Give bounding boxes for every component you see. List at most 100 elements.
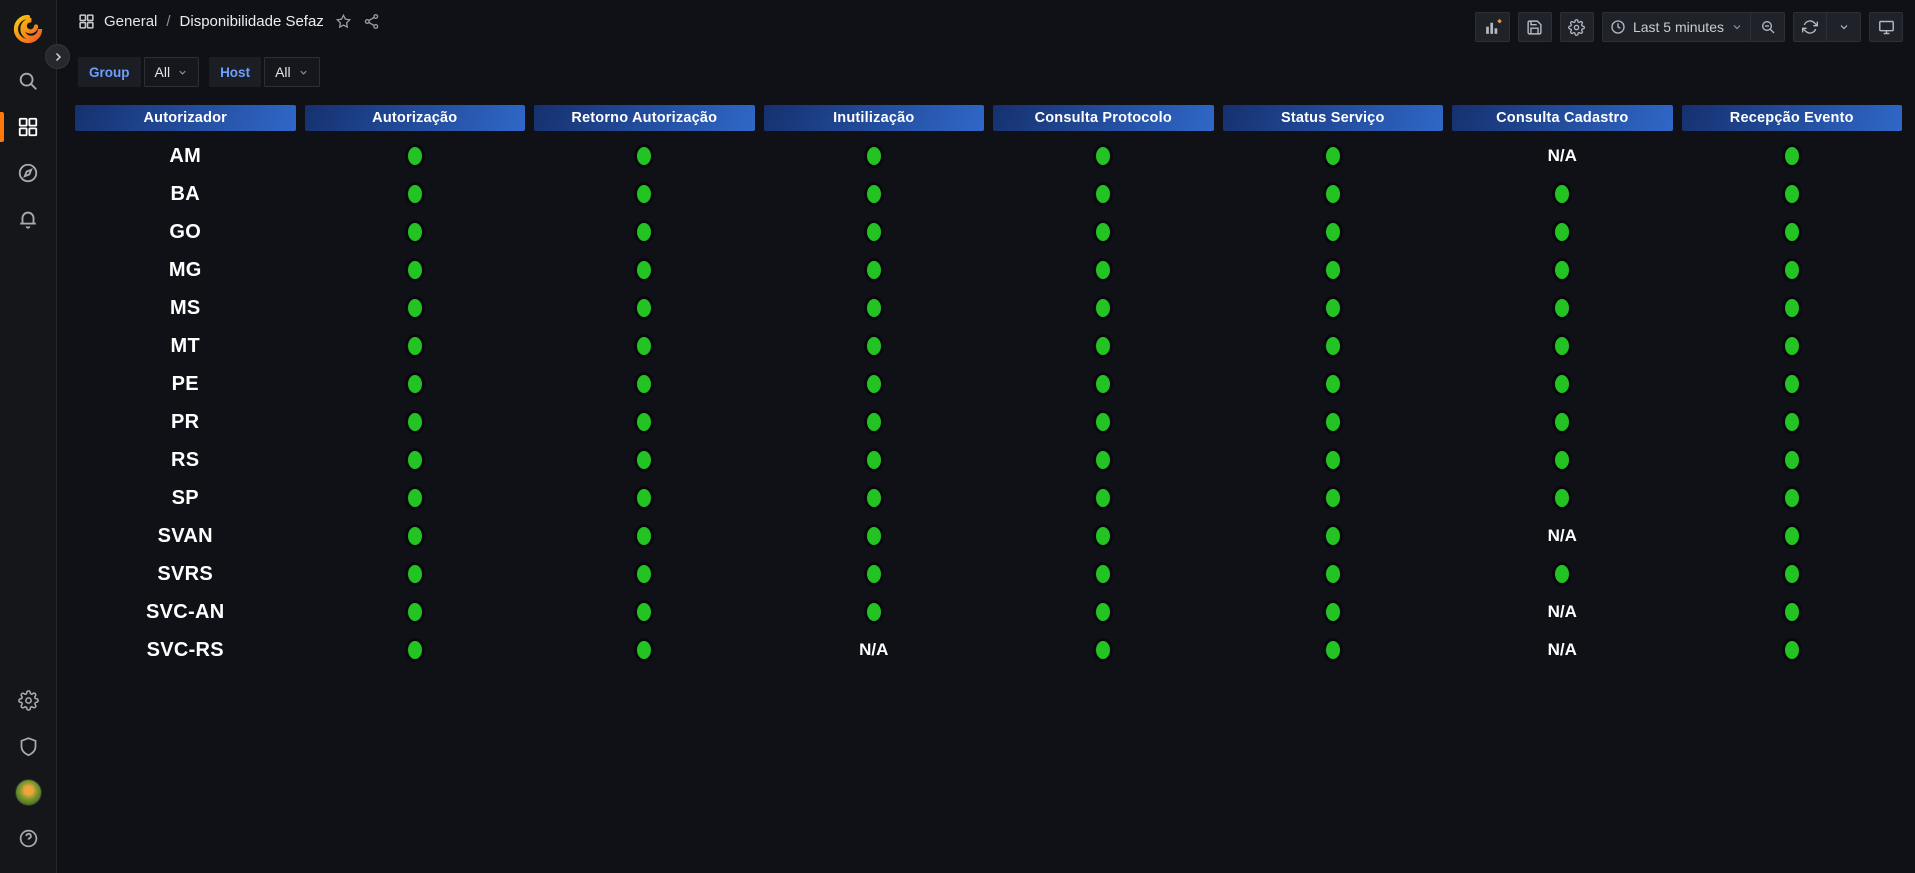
status-cell-up[interactable] xyxy=(534,441,755,479)
status-cell-up[interactable] xyxy=(1452,289,1673,327)
status-cell-up[interactable] xyxy=(1223,251,1444,289)
column-header[interactable]: Consulta Protocolo xyxy=(993,105,1214,131)
status-cell-up[interactable] xyxy=(534,403,755,441)
column-header[interactable]: Recepção Evento xyxy=(1681,105,1902,131)
status-cell-up[interactable] xyxy=(993,403,1214,441)
status-cell-up[interactable] xyxy=(305,517,526,555)
column-header[interactable]: Autorização xyxy=(304,105,525,131)
row-label[interactable]: MG xyxy=(168,258,202,281)
column-header[interactable]: Inutilização xyxy=(763,105,984,131)
group-filter-value[interactable]: All xyxy=(143,57,200,87)
star-dashboard-button[interactable] xyxy=(335,13,352,30)
share-dashboard-button[interactable] xyxy=(363,13,380,30)
status-cell-up[interactable] xyxy=(1682,365,1903,403)
row-label[interactable]: AM xyxy=(169,144,202,167)
status-cell-up[interactable] xyxy=(993,137,1214,175)
status-cell-up[interactable] xyxy=(534,365,755,403)
host-filter-label[interactable]: Host xyxy=(209,57,262,87)
add-panel-button[interactable] xyxy=(1474,12,1510,42)
status-cell-up[interactable] xyxy=(534,631,755,669)
status-cell-up[interactable] xyxy=(1223,175,1444,213)
status-cell-up[interactable] xyxy=(1452,365,1673,403)
status-cell-up[interactable] xyxy=(764,441,985,479)
status-cell-up[interactable] xyxy=(1682,213,1903,251)
status-cell-up[interactable] xyxy=(993,631,1214,669)
status-cell-up[interactable] xyxy=(764,251,985,289)
status-cell-up[interactable] xyxy=(1223,327,1444,365)
status-cell-up[interactable] xyxy=(534,517,755,555)
status-cell-up[interactable] xyxy=(305,327,526,365)
status-cell-up[interactable] xyxy=(534,137,755,175)
status-cell-up[interactable] xyxy=(764,365,985,403)
status-cell-up[interactable] xyxy=(993,175,1214,213)
status-cell-up[interactable] xyxy=(1223,555,1444,593)
grafana-logo[interactable] xyxy=(0,0,56,58)
status-cell-up[interactable] xyxy=(1223,289,1444,327)
status-cell-up[interactable] xyxy=(1682,327,1903,365)
host-filter-value[interactable]: All xyxy=(264,57,320,87)
status-cell-up[interactable] xyxy=(764,289,985,327)
status-cell-up[interactable] xyxy=(1452,441,1673,479)
status-cell-up[interactable] xyxy=(305,593,526,631)
status-cell-up[interactable] xyxy=(993,441,1214,479)
status-cell-up[interactable] xyxy=(534,251,755,289)
status-cell-up[interactable] xyxy=(1223,403,1444,441)
status-cell-na[interactable]: N/A xyxy=(1547,146,1577,165)
sidebar-item-profile[interactable] xyxy=(0,769,56,815)
status-cell-na[interactable]: N/A xyxy=(1547,602,1577,621)
status-cell-up[interactable] xyxy=(305,403,526,441)
kiosk-mode-button[interactable] xyxy=(1869,12,1903,42)
sidebar-item-dashboards[interactable] xyxy=(0,104,56,150)
status-cell-up[interactable] xyxy=(534,593,755,631)
column-header[interactable]: Retorno Autorização xyxy=(534,105,755,131)
status-cell-up[interactable] xyxy=(764,175,985,213)
sidebar-expand-button[interactable] xyxy=(45,44,70,69)
status-cell-up[interactable] xyxy=(534,289,755,327)
status-cell-up[interactable] xyxy=(1682,137,1903,175)
status-cell-up[interactable] xyxy=(1452,213,1673,251)
column-header[interactable]: Consulta Cadastro xyxy=(1452,105,1673,131)
status-cell-up[interactable] xyxy=(534,175,755,213)
row-label[interactable]: SVC-AN xyxy=(146,600,225,623)
status-cell-up[interactable] xyxy=(305,631,526,669)
column-header[interactable]: Status Serviço xyxy=(1222,105,1443,131)
status-cell-na[interactable]: N/A xyxy=(1547,526,1577,545)
dashboard-settings-button[interactable] xyxy=(1559,12,1594,42)
status-cell-up[interactable] xyxy=(764,479,985,517)
status-cell-up[interactable] xyxy=(1223,517,1444,555)
breadcrumb-folder[interactable]: General xyxy=(104,13,158,30)
status-cell-up[interactable] xyxy=(1223,137,1444,175)
status-cell-up[interactable] xyxy=(1223,213,1444,251)
status-cell-up[interactable] xyxy=(1682,593,1903,631)
status-cell-up[interactable] xyxy=(764,137,985,175)
status-cell-up[interactable] xyxy=(1223,441,1444,479)
row-label[interactable]: MS xyxy=(169,296,201,319)
status-cell-up[interactable] xyxy=(534,479,755,517)
status-cell-up[interactable] xyxy=(1452,175,1673,213)
status-cell-up[interactable] xyxy=(1452,479,1673,517)
status-cell-up[interactable] xyxy=(1682,517,1903,555)
refresh-button[interactable] xyxy=(1793,12,1827,42)
status-cell-up[interactable] xyxy=(1682,441,1903,479)
status-cell-up[interactable] xyxy=(764,327,985,365)
status-cell-up[interactable] xyxy=(1223,479,1444,517)
save-dashboard-button[interactable] xyxy=(1517,12,1552,42)
time-range-picker[interactable]: Last 5 minutes xyxy=(1601,12,1751,42)
status-cell-up[interactable] xyxy=(1223,593,1444,631)
status-cell-up[interactable] xyxy=(1452,555,1673,593)
status-cell-up[interactable] xyxy=(764,403,985,441)
status-cell-up[interactable] xyxy=(764,517,985,555)
row-label[interactable]: PE xyxy=(171,372,199,395)
refresh-interval-dropdown[interactable] xyxy=(1827,12,1861,42)
row-label[interactable]: SP xyxy=(171,486,199,509)
status-cell-up[interactable] xyxy=(1682,175,1903,213)
status-cell-up[interactable] xyxy=(305,213,526,251)
status-cell-up[interactable] xyxy=(1682,403,1903,441)
status-cell-up[interactable] xyxy=(305,251,526,289)
status-cell-up[interactable] xyxy=(993,555,1214,593)
sidebar-item-explore[interactable] xyxy=(0,150,56,196)
status-cell-na[interactable]: N/A xyxy=(1547,640,1577,659)
sidebar-item-help[interactable] xyxy=(0,815,56,861)
status-cell-up[interactable] xyxy=(1452,403,1673,441)
status-cell-up[interactable] xyxy=(993,327,1214,365)
